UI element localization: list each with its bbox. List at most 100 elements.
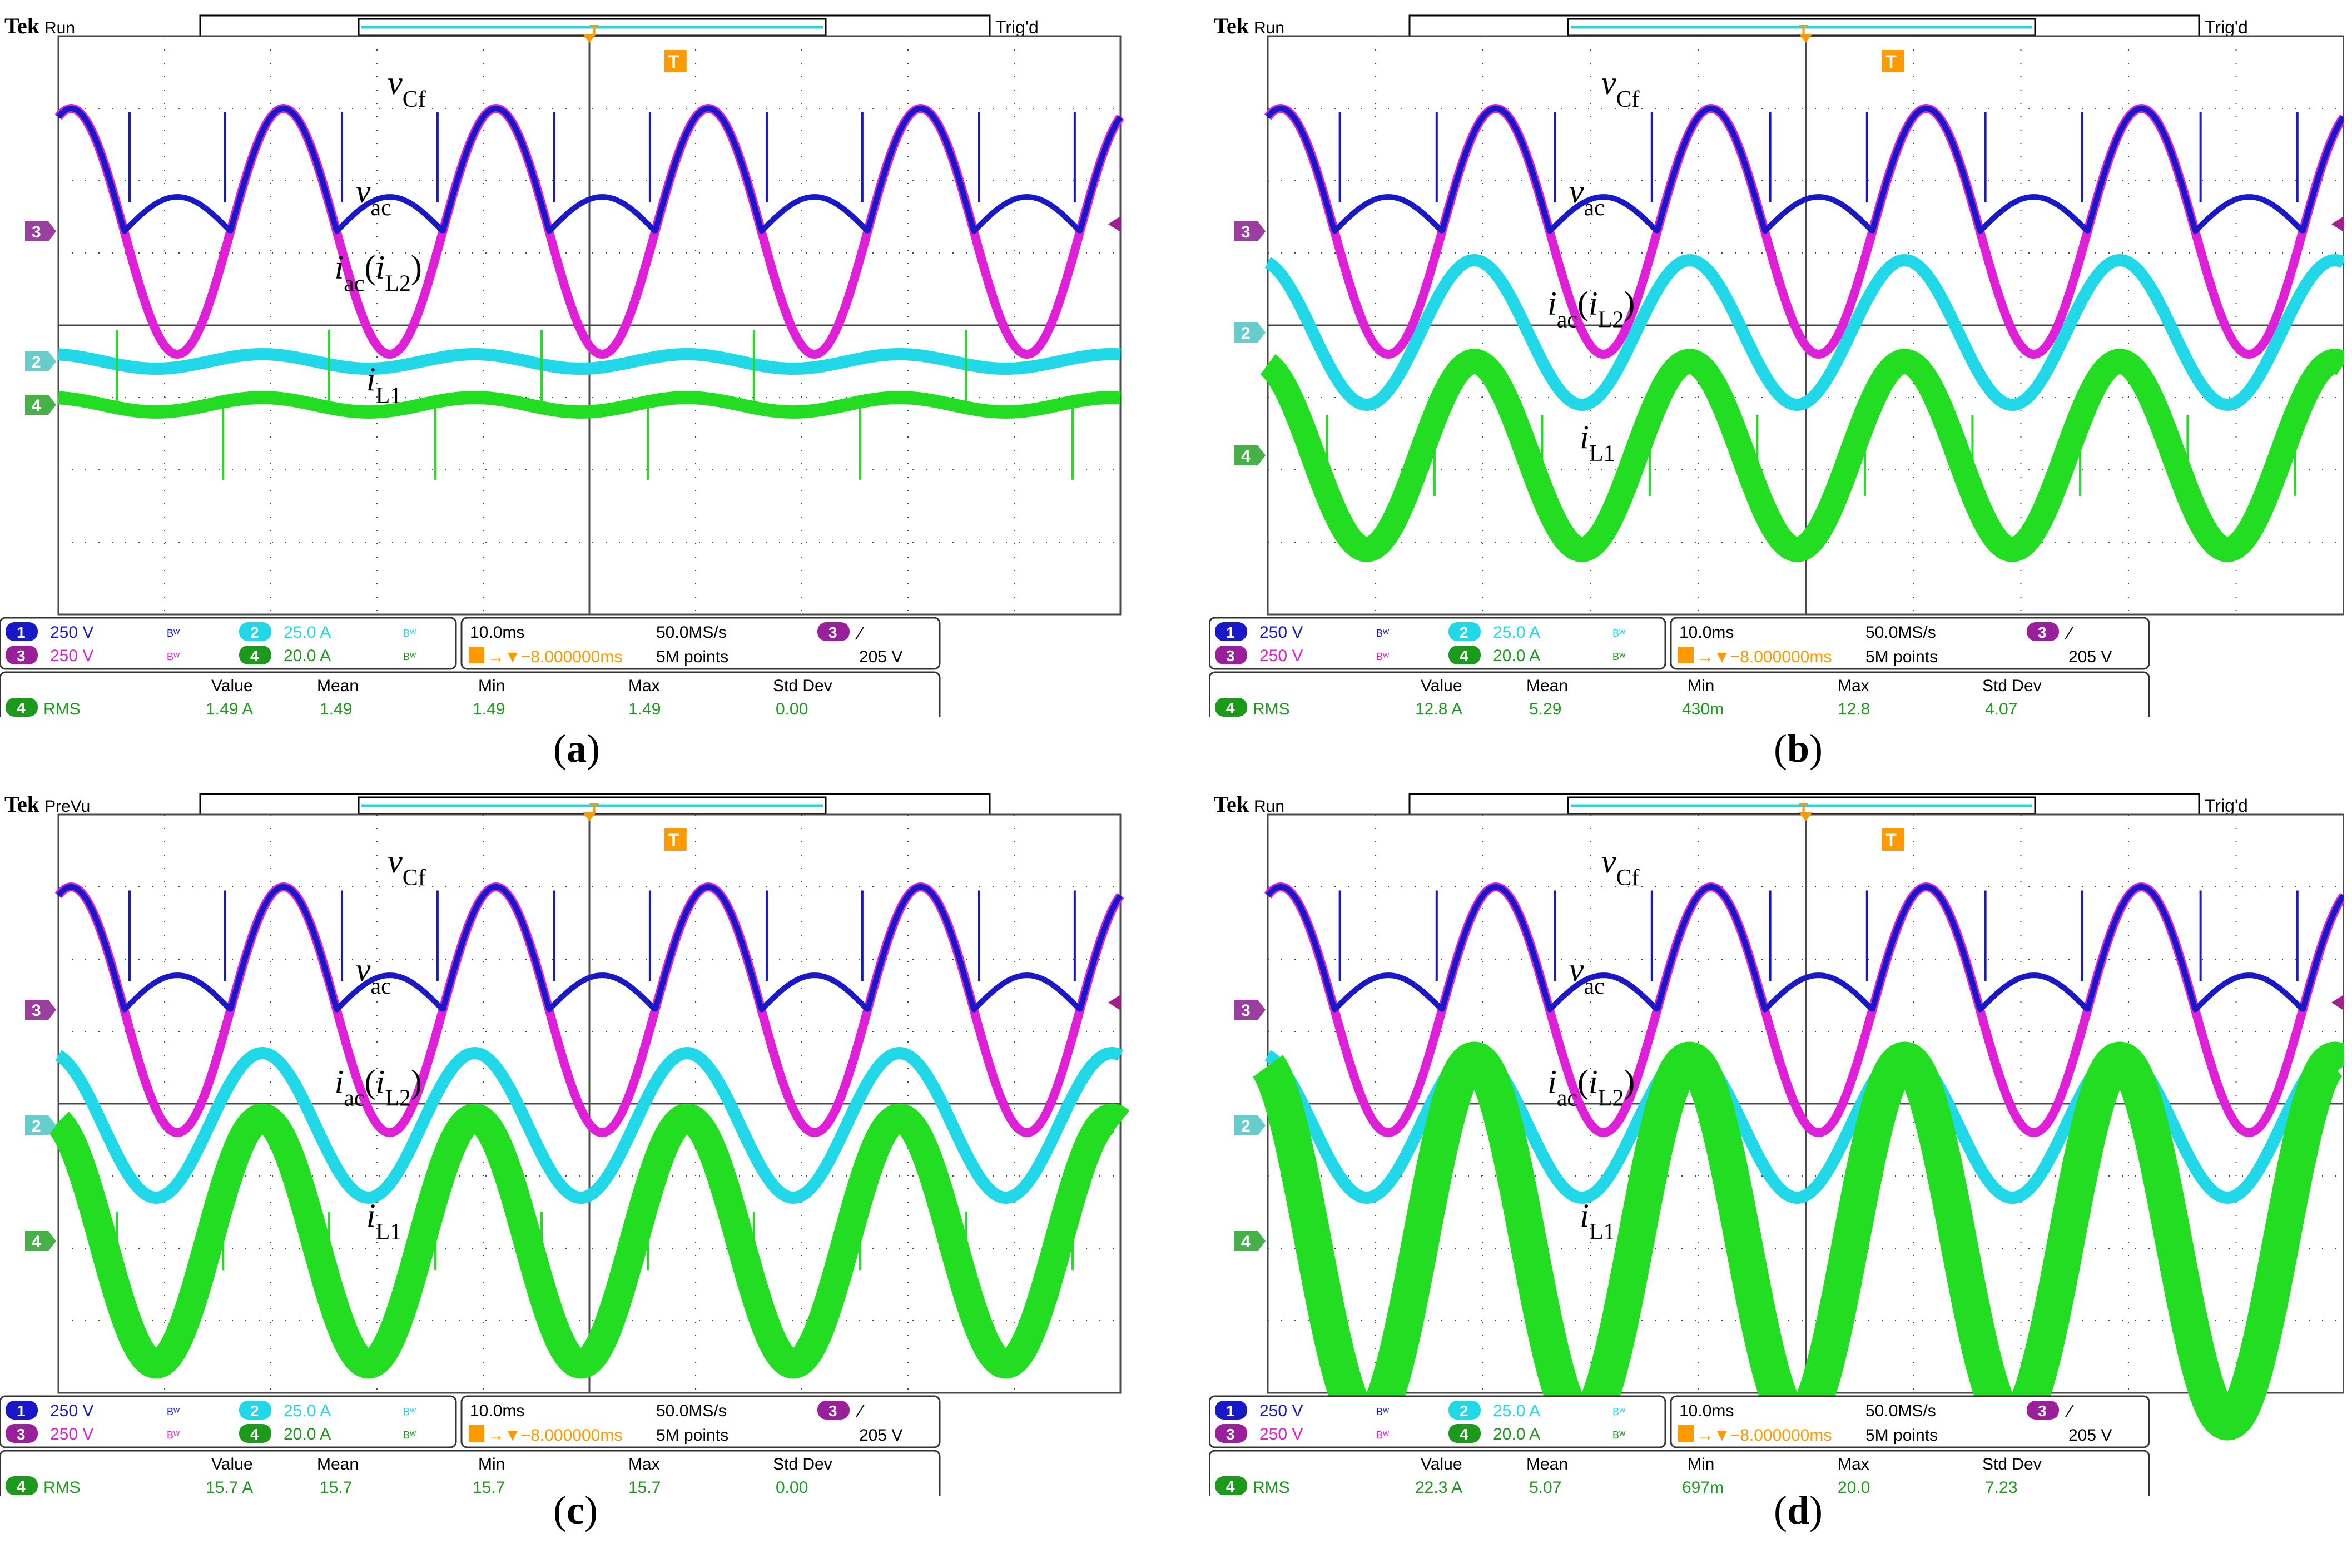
ch2-scale: 25.0 A (284, 1402, 331, 1420)
readout-channels-box (1209, 617, 1666, 670)
trace-ch4-il1 (44, 1103, 1129, 1379)
ch1-num: 1 (17, 1402, 26, 1420)
marker-ch2-shape (1234, 322, 1266, 343)
readout-channels: 1 250 V Bᵂ 2 25.0 A Bᵂ 3 250 V Bᵂ 4 20.0 A Bᵂ (1209, 1395, 1666, 1448)
hdr-mean: Mean (1526, 1455, 1568, 1473)
trig-ch-chip (2027, 1401, 2059, 1420)
sample-rate: 50.0MS/s (1865, 623, 1936, 642)
ch4-bw: Bᵂ (1612, 1430, 1626, 1441)
timebase: 10.0ms (470, 1402, 524, 1420)
trig-ch-chip (2027, 622, 2059, 641)
ch3-scale: 250 V (1259, 1425, 1303, 1443)
ch2-scale: 25.0 A (1493, 623, 1540, 642)
ch2-num: 2 (250, 1402, 259, 1420)
ch1-scale: 250 V (1259, 1402, 1303, 1420)
sample-rate: 50.0MS/s (656, 623, 727, 642)
ch1-scale: 250 V (1259, 623, 1303, 642)
ch1-num: 1 (1226, 624, 1235, 641)
ch4-scale: 20.0 A (1493, 1425, 1540, 1443)
readout-measurement-box (1209, 1450, 2150, 1496)
meas-min: 430m (1682, 700, 1724, 717)
meas-type: RMS (1253, 700, 1290, 717)
acq-status: Run (1254, 797, 1284, 816)
trace-ch4-il1 (1256, 349, 2344, 562)
ch2-bw: Bᵂ (1612, 628, 1626, 639)
scope-panel-a: Tek Run T Trig'd T 3 2 4 vCf vac iac(iL2) iL1 1 250 V… (0, 0, 1129, 790)
trig-ch-num: 3 (2038, 624, 2047, 641)
ch2-num: 2 (1460, 624, 1468, 641)
readout-channels: 1 250 V Bᵂ 2 25.0 A Bᵂ 3 250 V Bᵂ 4 20.0 A Bᵂ (0, 617, 457, 670)
trace-ch2-iac (53, 348, 1125, 375)
meas-max: 20.0 (1838, 1478, 1870, 1496)
ch3-bw: Bᵂ (1376, 651, 1390, 662)
label-vcf: vCf (1601, 843, 1640, 891)
hdr-mean: Mean (1526, 677, 1568, 695)
ch3-num: 3 (1226, 647, 1235, 664)
trigger-t-box (664, 50, 687, 72)
ch4-num: 4 (1460, 1426, 1468, 1443)
ch4-num: 4 (250, 647, 259, 664)
meas-min: 697m (1682, 1478, 1724, 1496)
label-iac: iac(iL2) (1547, 285, 1635, 333)
ch2-bw: Bᵂ (403, 1406, 416, 1417)
trigger-level-marker (1108, 216, 1120, 232)
meas-ch-chip (6, 698, 38, 717)
acq-status: PreVu (44, 797, 90, 816)
hdr-max: Max (628, 1455, 660, 1473)
timebase: 10.0ms (470, 623, 524, 642)
marker-ch2-shape (1234, 1115, 1266, 1135)
hdr-value: Value (211, 677, 253, 695)
trigger-arrow (583, 34, 596, 43)
label-iac: iac(iL2) (1547, 1064, 1635, 1112)
label-vcf: vCf (388, 843, 426, 891)
meas-value: 1.49 A (206, 700, 253, 717)
trigger-level: 205 V (2068, 648, 2112, 666)
readout-timebase: 10.0ms 50.0MS/s 3 ∕→▼−8.000000ms 5M points 20… (1670, 1395, 2150, 1448)
record-length: 5M points (656, 1426, 728, 1445)
hdr-min: Min (478, 677, 505, 695)
marker-ch2-label: 2 (1241, 324, 1251, 343)
ch3-num: 3 (1226, 1426, 1235, 1443)
ch2-scale: 25.0 A (1493, 1402, 1540, 1420)
record-length: 5M points (656, 648, 728, 666)
label-il1: iL1 (1580, 419, 1615, 467)
trig-ch-chip (817, 622, 850, 641)
time-offset: →▼−8.000000ms (488, 648, 622, 666)
offset-t-chip (1678, 647, 1694, 663)
marker-ch4-shape (1234, 1231, 1266, 1251)
record-length: 5M points (1865, 648, 1938, 666)
ch3-bw: Bᵂ (167, 1430, 180, 1441)
ch4-bw: Bᵂ (1612, 651, 1626, 662)
trace-ch2-iac (1263, 254, 2344, 411)
marker-ch3-label: 3 (32, 1001, 41, 1020)
meas-type: RMS (1253, 1478, 1290, 1496)
hdr-std: Std Dev (773, 1455, 832, 1473)
hdr-std: Std Dev (1982, 1455, 2042, 1473)
label-vac: vac (1569, 173, 1605, 221)
acq-status: Run (1254, 19, 1284, 37)
marker-ch2-label: 2 (1241, 1117, 1251, 1135)
trigger-t-label: T (668, 830, 679, 850)
meas-mean: 5.07 (1529, 1478, 1561, 1496)
label-vac: vac (1569, 951, 1605, 999)
ch1-chip (6, 622, 38, 641)
meas-ch-chip (6, 1476, 38, 1495)
trigger-state: Trig'd (2205, 796, 2248, 816)
hdr-std: Std Dev (773, 677, 832, 695)
trig-ch-num: 3 (828, 624, 837, 641)
marker-ch3-label: 3 (1241, 1001, 1251, 1020)
meas-value: 12.8 A (1415, 700, 1462, 717)
label-il1: iL1 (366, 361, 401, 409)
trigger-level-marker (1108, 995, 1120, 1010)
meas-mean: 5.29 (1529, 700, 1561, 717)
brand-logo: Tek (1214, 13, 1249, 38)
ch3-scale: 250 V (1259, 647, 1303, 665)
marker-ch2-shape (25, 1115, 56, 1135)
marker-ch3-shape (25, 1000, 56, 1020)
meas-std: 7.23 (1985, 1478, 2017, 1496)
ch4-scale: 20.0 A (1493, 647, 1540, 665)
marker-ch3-shape (1234, 221, 1266, 241)
marker-ch3-shape (25, 221, 56, 241)
readout-timebase: 10.0ms 50.0MS/s 3 ∕→▼−8.000000ms 5M points 20… (1670, 617, 2150, 670)
